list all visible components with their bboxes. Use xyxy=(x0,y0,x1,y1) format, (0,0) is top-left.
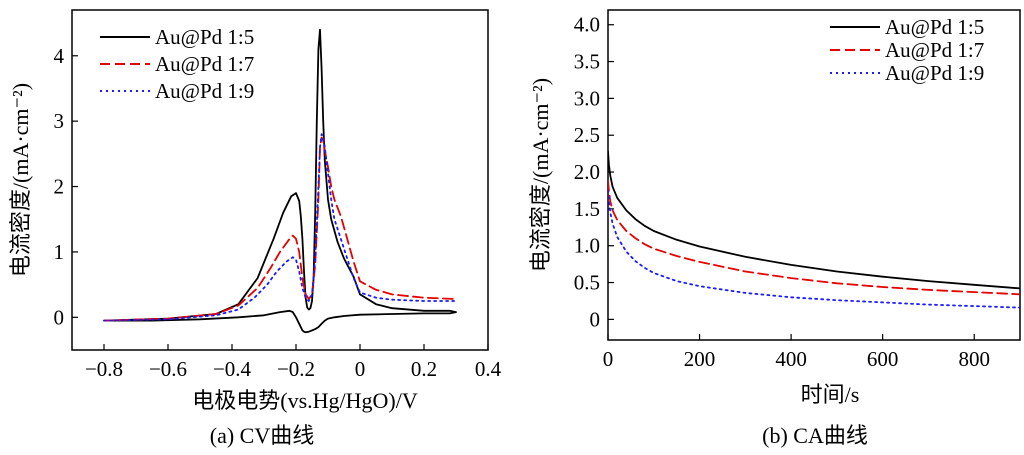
series-line-2 xyxy=(103,136,457,322)
y-tick-label: 2.0 xyxy=(574,160,600,184)
x-tick-label: 400 xyxy=(775,347,807,371)
series-line-1 xyxy=(103,28,457,334)
y-tick-label: 2.5 xyxy=(574,123,600,147)
series-line-1 xyxy=(608,150,1020,290)
legend-entry: Au@Pd 1:7 xyxy=(155,52,254,76)
y-tick-label: 3 xyxy=(54,109,65,133)
series-line-3 xyxy=(608,189,1020,309)
y-tick-label: 0.5 xyxy=(574,271,600,295)
legend-entry: Au@Pd 1:9 xyxy=(155,79,254,103)
x-tick-label: −0.6 xyxy=(149,357,187,381)
x-tick-label: 0 xyxy=(355,357,366,381)
y-tick-label: 4.0 xyxy=(574,13,600,37)
y-tick-labels: 0 1 2 3 4 xyxy=(54,44,65,330)
x-axis-title: 时间/s xyxy=(801,382,860,407)
chart-caption: (b) CA曲线 xyxy=(762,423,868,448)
plot-frame xyxy=(71,9,489,351)
y-tick-label: 1.0 xyxy=(574,234,600,258)
x-tick-label: 0.2 xyxy=(411,357,437,381)
x-tick-label: −0.4 xyxy=(213,357,252,381)
x-tick-label: 600 xyxy=(867,347,899,371)
y-tick-label: 1 xyxy=(54,240,65,264)
x-tick-label: 0.4 xyxy=(475,357,502,381)
ca-chart: 0 200 400 600 800 00.51.01.52.02.53.03.54.0 … xyxy=(528,9,1021,448)
x-tick-label: 800 xyxy=(958,347,990,371)
legend-entry: Au@Pd 1:5 xyxy=(155,25,254,49)
y-tick-label: 3.0 xyxy=(574,86,600,110)
x-tick-labels: 0 200 400 600 800 xyxy=(603,347,990,371)
series-line-3 xyxy=(103,133,457,322)
series-line-2 xyxy=(608,179,1020,296)
series-layer xyxy=(608,150,1020,309)
legend: Au@Pd 1:5Au@Pd 1:7Au@Pd 1:9 xyxy=(830,15,984,85)
y-tick-label: 4 xyxy=(54,44,65,68)
x-tick-label: −0.2 xyxy=(277,357,315,381)
y-tick-label: 0 xyxy=(590,307,601,331)
x-tick-labels: −0.8 −0.6 −0.4 −0.2 0 0.2 0.4 xyxy=(85,357,502,381)
y-tick-label: 3.5 xyxy=(574,50,600,74)
series-layer xyxy=(103,28,457,334)
y-tick-label: 0 xyxy=(54,305,65,329)
y-tick-label: 2 xyxy=(54,175,65,199)
legend: Au@Pd 1:5 Au@Pd 1:7 Au@Pd 1:9 xyxy=(100,25,254,103)
x-tick-label: 200 xyxy=(684,347,716,371)
legend-entry: Au@Pd 1:5 xyxy=(885,15,984,39)
y-tick-label: 1.5 xyxy=(574,197,600,221)
x-axis-ticks xyxy=(607,24,975,340)
y-axis-title: 电流密度/(mA·cm⁻²) xyxy=(8,83,33,277)
x-axis-title: 电极电势(vs.Hg/HgO)/V xyxy=(192,388,418,413)
y-tick-labels: 0 0.5 1.0 1.5 2.0 2.5 3.0 3.5 4.0 xyxy=(574,13,600,332)
x-axis-ticks xyxy=(72,55,489,350)
legend-entry: Au@Pd 1:7 xyxy=(885,38,984,62)
x-tick-label: 0 xyxy=(603,347,614,371)
y-axis-title: 电流密度/(mA·cm⁻²) xyxy=(528,78,553,272)
x-tick-label: −0.8 xyxy=(85,357,123,381)
chart-caption: (a) CV曲线 xyxy=(210,423,314,448)
plot-frame xyxy=(607,9,1021,341)
legend-entry: Au@Pd 1:9 xyxy=(885,61,984,85)
